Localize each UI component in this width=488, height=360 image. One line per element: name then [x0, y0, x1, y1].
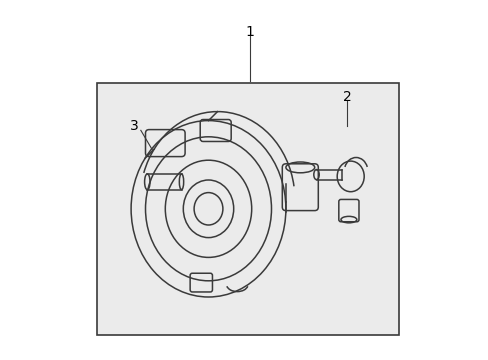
Text: 1: 1 — [245, 26, 254, 39]
Text: 3: 3 — [130, 119, 139, 133]
FancyBboxPatch shape — [145, 130, 185, 157]
FancyBboxPatch shape — [200, 120, 231, 141]
FancyBboxPatch shape — [338, 199, 358, 222]
FancyBboxPatch shape — [190, 273, 212, 292]
Bar — [97, 83, 399, 335]
FancyBboxPatch shape — [282, 164, 318, 211]
Text: 2: 2 — [342, 90, 351, 104]
